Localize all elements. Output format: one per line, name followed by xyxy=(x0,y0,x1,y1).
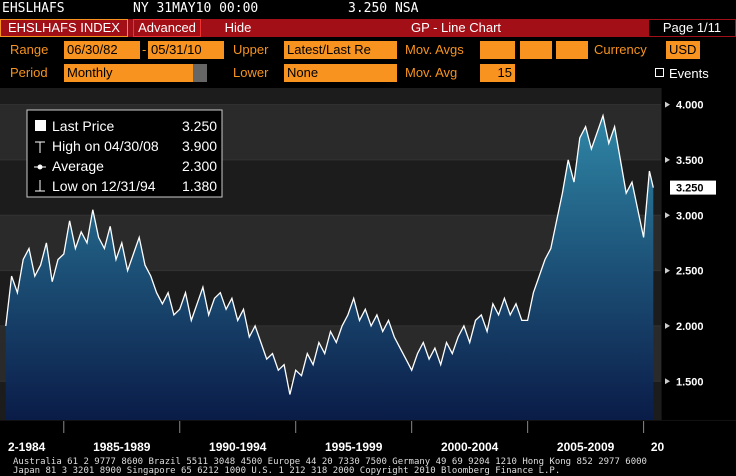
x-tick-label: 2000-2004 xyxy=(441,440,499,454)
mov-avg-label: Mov. Avg xyxy=(405,65,458,80)
y-tick-label: 2.500 xyxy=(676,266,704,278)
y-tick-mark xyxy=(665,156,670,163)
x-tick-label: 1995-1999 xyxy=(325,440,383,454)
y-tick-mark xyxy=(665,267,670,274)
y-tick-label: 2.000 xyxy=(676,321,704,333)
mov-avg-field[interactable] xyxy=(520,41,552,59)
area xyxy=(5,115,654,420)
upper-label: Upper xyxy=(233,42,269,57)
y-tick-label: 3.000 xyxy=(676,210,704,222)
range-end[interactable]: 05/31/10 xyxy=(148,41,224,59)
advanced-button[interactable]: Advanced xyxy=(133,19,201,37)
upper-field[interactable]: Latest/Last Re xyxy=(284,41,397,59)
events-checkbox[interactable] xyxy=(655,68,664,77)
y-tick-mark xyxy=(665,101,670,108)
legend-label: High on 04/30/08 xyxy=(52,138,159,154)
mov-avg-field[interactable] xyxy=(556,41,588,59)
y-tick-mark xyxy=(665,322,670,329)
legend-icon xyxy=(35,180,45,192)
legend-value: 2.300 xyxy=(182,158,217,174)
last-price-tag-label: 3.250 xyxy=(676,183,704,195)
mov-avgs-label: Mov. Avgs xyxy=(405,42,464,57)
legend: Last Price 3.250 High on 04/30/08 3.900 … xyxy=(26,109,223,198)
legend-value: 1.380 xyxy=(182,178,217,194)
hide-button[interactable]: Hide xyxy=(205,19,271,37)
legend-value: 3.900 xyxy=(182,138,217,154)
footer-copyright: Japan 81 3 3201 8900 Singapore 65 6212 1… xyxy=(13,466,561,476)
range-separator: - xyxy=(142,42,147,57)
last-price: 3.250 NSA xyxy=(348,1,419,16)
mov-avg-period[interactable]: 15 xyxy=(480,64,515,82)
price-line xyxy=(5,113,654,395)
page-indicator: Page 1/11 xyxy=(648,19,736,37)
y-tick-label: 1.500 xyxy=(676,376,704,388)
legend-icon xyxy=(35,120,46,131)
x-tick-label: 2-1984 xyxy=(8,440,46,454)
footer-contacts: Australia 61 2 9777 8600 Brazil 5511 304… xyxy=(13,457,647,467)
legend-box xyxy=(26,109,223,198)
range-start[interactable]: 06/30/82 xyxy=(64,41,140,59)
period-label: Period xyxy=(10,65,48,80)
legend-label: Average xyxy=(52,158,104,174)
legend-label: Low on 12/31/94 xyxy=(52,178,156,194)
legend-value: 3.250 xyxy=(182,118,217,134)
currency-field[interactable]: USD xyxy=(666,41,700,59)
y-axis-panel xyxy=(662,88,736,420)
currency-label: Currency xyxy=(594,42,647,57)
x-tick-label: 2005-2009 xyxy=(557,440,615,454)
security-field[interactable]: EHSLHAFS INDEX xyxy=(0,19,128,37)
legend-label: Last Price xyxy=(52,118,114,134)
lower-label: Lower xyxy=(233,65,269,80)
ticker: EHSLHAFS xyxy=(2,1,65,16)
last-price-tag xyxy=(670,180,716,195)
grid-band xyxy=(0,88,661,105)
x-axis-panel xyxy=(0,421,736,456)
period-field[interactable]: Monthly xyxy=(64,64,207,82)
legend-icon xyxy=(37,164,43,170)
events-label[interactable]: Events xyxy=(669,66,709,81)
y-tick-mark xyxy=(665,212,670,219)
x-tick-label: 1985-1989 xyxy=(93,440,151,454)
mov-avg-field[interactable] xyxy=(480,41,515,59)
timestamp: NY 31MAY10 00:00 xyxy=(133,1,259,16)
lower-field[interactable]: None xyxy=(284,64,397,82)
range-label: Range xyxy=(10,42,49,57)
x-tick-label: 20 xyxy=(651,440,665,454)
x-tick-label: 1990-1994 xyxy=(209,440,267,454)
y-tick-label: 4.000 xyxy=(676,100,704,112)
function-title: GP - Line Chart xyxy=(380,19,532,37)
legend-icon xyxy=(35,141,45,153)
y-tick-mark xyxy=(665,378,670,385)
y-tick-label: 3.500 xyxy=(676,155,704,167)
